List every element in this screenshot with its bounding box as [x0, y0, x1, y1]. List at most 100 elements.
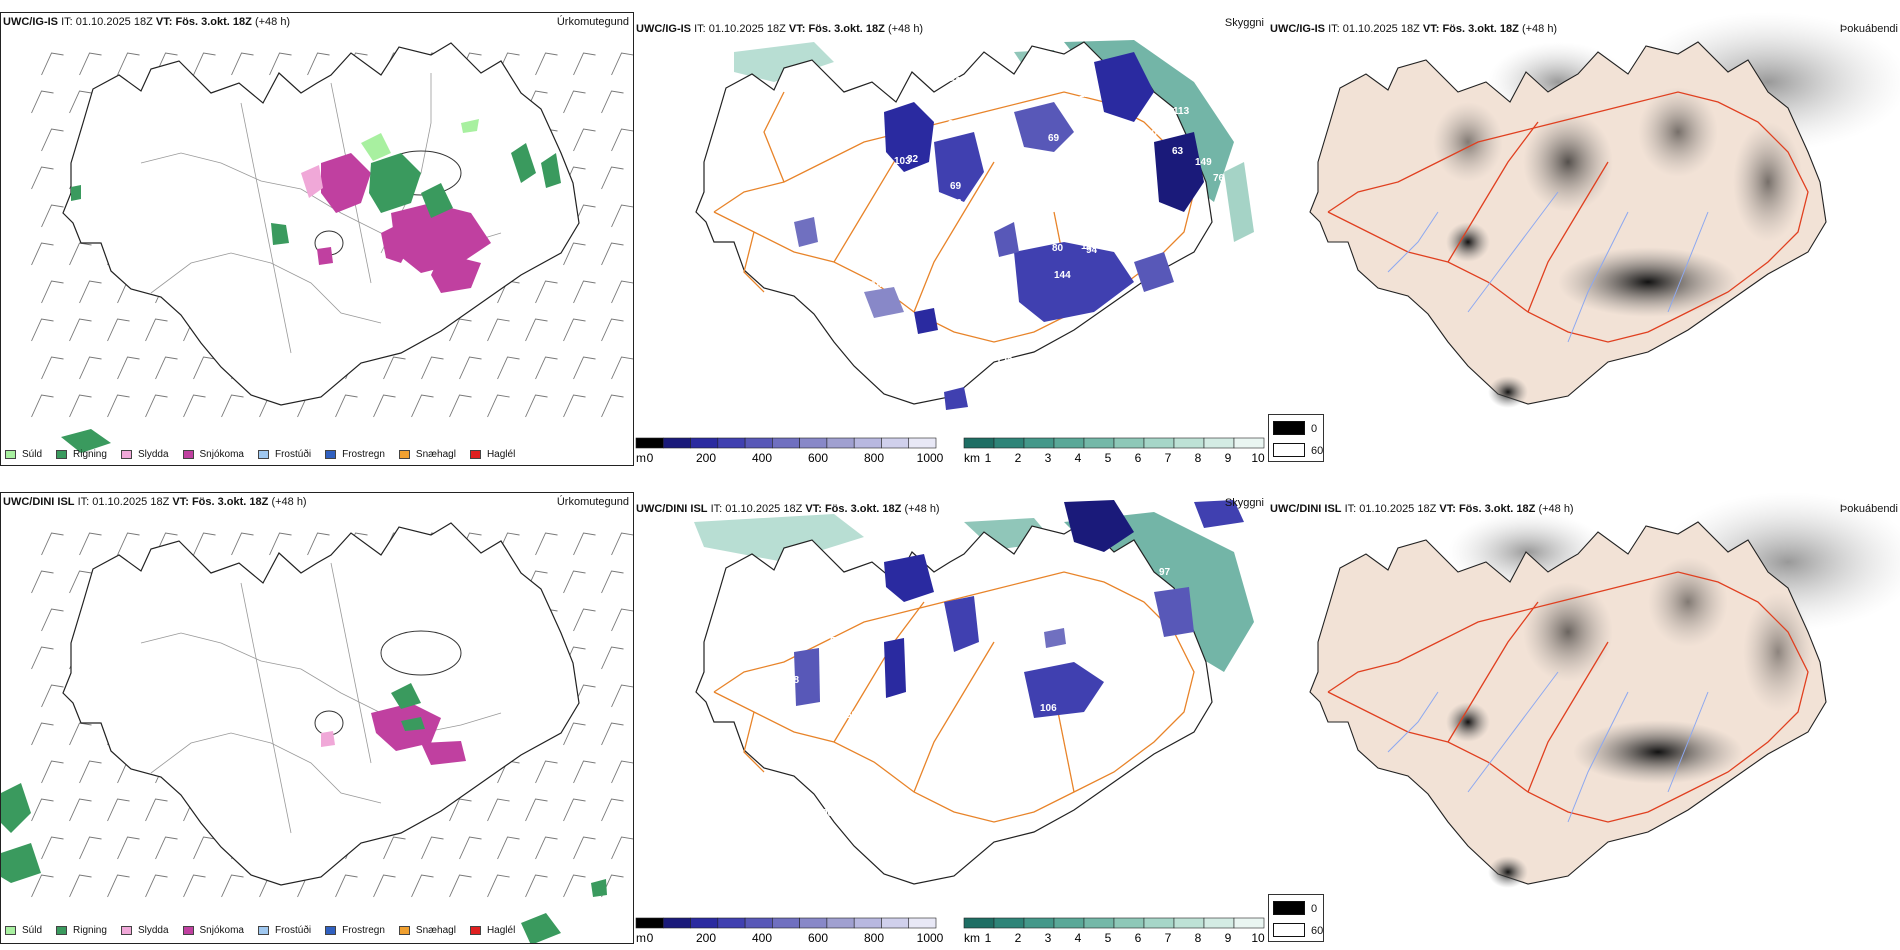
- visibility-colorbar-cell: [1233, 437, 1265, 449]
- panel-title-top-1: UWC/IG-IS IT: 01.10.2025 18Z VT: Fös. 3.…: [3, 16, 291, 28]
- wind-barb: [117, 356, 140, 380]
- wind-barb: [573, 836, 596, 860]
- wind-barb: [421, 356, 444, 380]
- wind-barb: [69, 242, 92, 266]
- fog-high-label: 0: [1311, 423, 1318, 435]
- wind-barb: [183, 874, 206, 898]
- wind-barb: [611, 532, 633, 556]
- legend-swatch: [469, 926, 481, 935]
- wind-barb: [563, 90, 586, 114]
- ceiling-colorbar-cell: [881, 437, 910, 449]
- wind-barb: [611, 128, 633, 152]
- legend-label: Frostregn: [342, 449, 385, 460]
- legend-swatch: [325, 450, 337, 459]
- legend-item: Snæhagl: [398, 449, 456, 460]
- wind-barb: [41, 356, 64, 380]
- visibility-tick-label: 3: [1045, 451, 1052, 465]
- ceiling-colorbar-cell: [826, 437, 855, 449]
- ceiling-tick-label: 200: [696, 931, 716, 944]
- fog-low-swatch: [1273, 443, 1305, 457]
- wind-barb: [601, 394, 624, 418]
- wind-barb: [31, 90, 54, 114]
- legend-label: Haglél: [486, 925, 516, 936]
- legend-item: Haglél: [469, 925, 516, 936]
- wind-barb: [79, 52, 102, 76]
- visibility-colorbar-cell: [1173, 437, 1205, 449]
- wind-barb: [231, 52, 254, 76]
- wind-barb: [487, 798, 510, 822]
- fog-panel-top: UWC/IG-IS IT: 01.10.2025 18Z VT: Fös. 3.…: [1268, 12, 1900, 466]
- wind-barb: [107, 798, 130, 822]
- visibility-tick-label: 10: [1251, 451, 1265, 465]
- ceiling-value-label: 52: [820, 281, 832, 292]
- ceiling-value-label: 74: [1160, 307, 1172, 318]
- ceiling-value-label: 51: [950, 76, 962, 87]
- visibility-colorbar-cell: [963, 437, 995, 449]
- colorbars-bottom: m 0 200 400 600 800 1000 km 1 2 3 4 5 6 7 8 9 10: [635, 917, 1265, 944]
- visibility-tick-label: 8: [1195, 451, 1202, 465]
- fog-map-top: [1268, 12, 1900, 452]
- wind-barb: [41, 608, 64, 632]
- ceiling-colorbar-cell: [853, 437, 882, 449]
- panel-title-top-3: UWC/IG-IS IT: 01.10.2025 18Z VT: Fös. 3.…: [1270, 23, 1558, 35]
- iceland-outline: [695, 521, 1213, 885]
- wind-barb: [487, 394, 510, 418]
- wind-barb: [535, 532, 558, 556]
- wind-barb: [107, 874, 130, 898]
- wind-barb: [525, 394, 548, 418]
- colorbars-top: m 0 200 400 600 800 1000 km 1 2 3 4 5 6 7 8 9 10: [635, 437, 1265, 465]
- wind-barb: [563, 722, 586, 746]
- fog-low-label: 60: [1311, 925, 1324, 937]
- wind-barb: [41, 128, 64, 152]
- wind-barb: [69, 570, 92, 594]
- ceiling-value-label: 147: [871, 279, 888, 290]
- ceiling-colorbar-cell: [635, 437, 664, 449]
- ceiling-value-label: 82: [1017, 170, 1029, 181]
- wind-barb: [563, 570, 586, 594]
- ceiling-colorbar-cell: [799, 917, 828, 929]
- fog-shading: [1433, 87, 1803, 408]
- visibility-colorbar-cell: [993, 437, 1025, 449]
- visibility-colorbar-cell: [1113, 917, 1145, 929]
- wind-barb: [193, 532, 216, 556]
- ceiling-value-label: 92: [857, 314, 869, 325]
- ceiling-value-label: 20: [986, 619, 998, 630]
- legend-swatch: [120, 926, 132, 935]
- wind-barb: [611, 760, 633, 784]
- legend-swatch: [257, 926, 269, 935]
- ceiling-value-label: 166: [945, 198, 962, 209]
- precip-areas: [1, 683, 607, 943]
- wind-barb: [373, 874, 396, 898]
- ceiling-colorbar-cell: [908, 437, 937, 449]
- legend-swatch: [325, 926, 337, 935]
- wind-barb: [601, 90, 624, 114]
- wind-barb: [535, 760, 558, 784]
- ceiling-value-labels: 61 58 71 122 200 51 79 126 86 20 110 18 57 34 106 111 13…: [788, 567, 1230, 850]
- wind-barb: [155, 356, 178, 380]
- legend-item: Frostúði: [257, 925, 311, 936]
- wind-barb: [611, 608, 633, 632]
- ceiling-value-label: 223: [1121, 665, 1138, 676]
- legend-label: Súld: [22, 925, 43, 936]
- ceiling-value-label: 70: [1010, 181, 1022, 192]
- iceland-outline: [62, 522, 580, 886]
- ceiling-value-label: 32: [907, 154, 919, 165]
- ceiling-value-label: 149: [1195, 157, 1212, 168]
- visibility-colorbar-cell: [1203, 437, 1235, 449]
- ceiling-colorbar-cell: [799, 437, 828, 449]
- legend-label: Snjókoma: [199, 925, 244, 936]
- ceiling-value-label: 110: [1081, 241, 1098, 252]
- wind-barb: [193, 356, 216, 380]
- iceland-outline: [62, 42, 580, 406]
- ceiling-colorbar-cell: [662, 917, 691, 929]
- ceiling-value-label: 88: [788, 675, 800, 686]
- ceiling-value-label: 69: [827, 345, 839, 356]
- ceiling-value-label: 80: [1052, 243, 1064, 254]
- wind-barb: [335, 874, 358, 898]
- wind-barb: [31, 242, 54, 266]
- wind-barb: [69, 722, 92, 746]
- wind-barb: [145, 394, 168, 418]
- wind-barb: [611, 356, 633, 380]
- legend-label: Frostúði: [274, 449, 312, 460]
- ceiling-value-label: 108: [1008, 621, 1025, 632]
